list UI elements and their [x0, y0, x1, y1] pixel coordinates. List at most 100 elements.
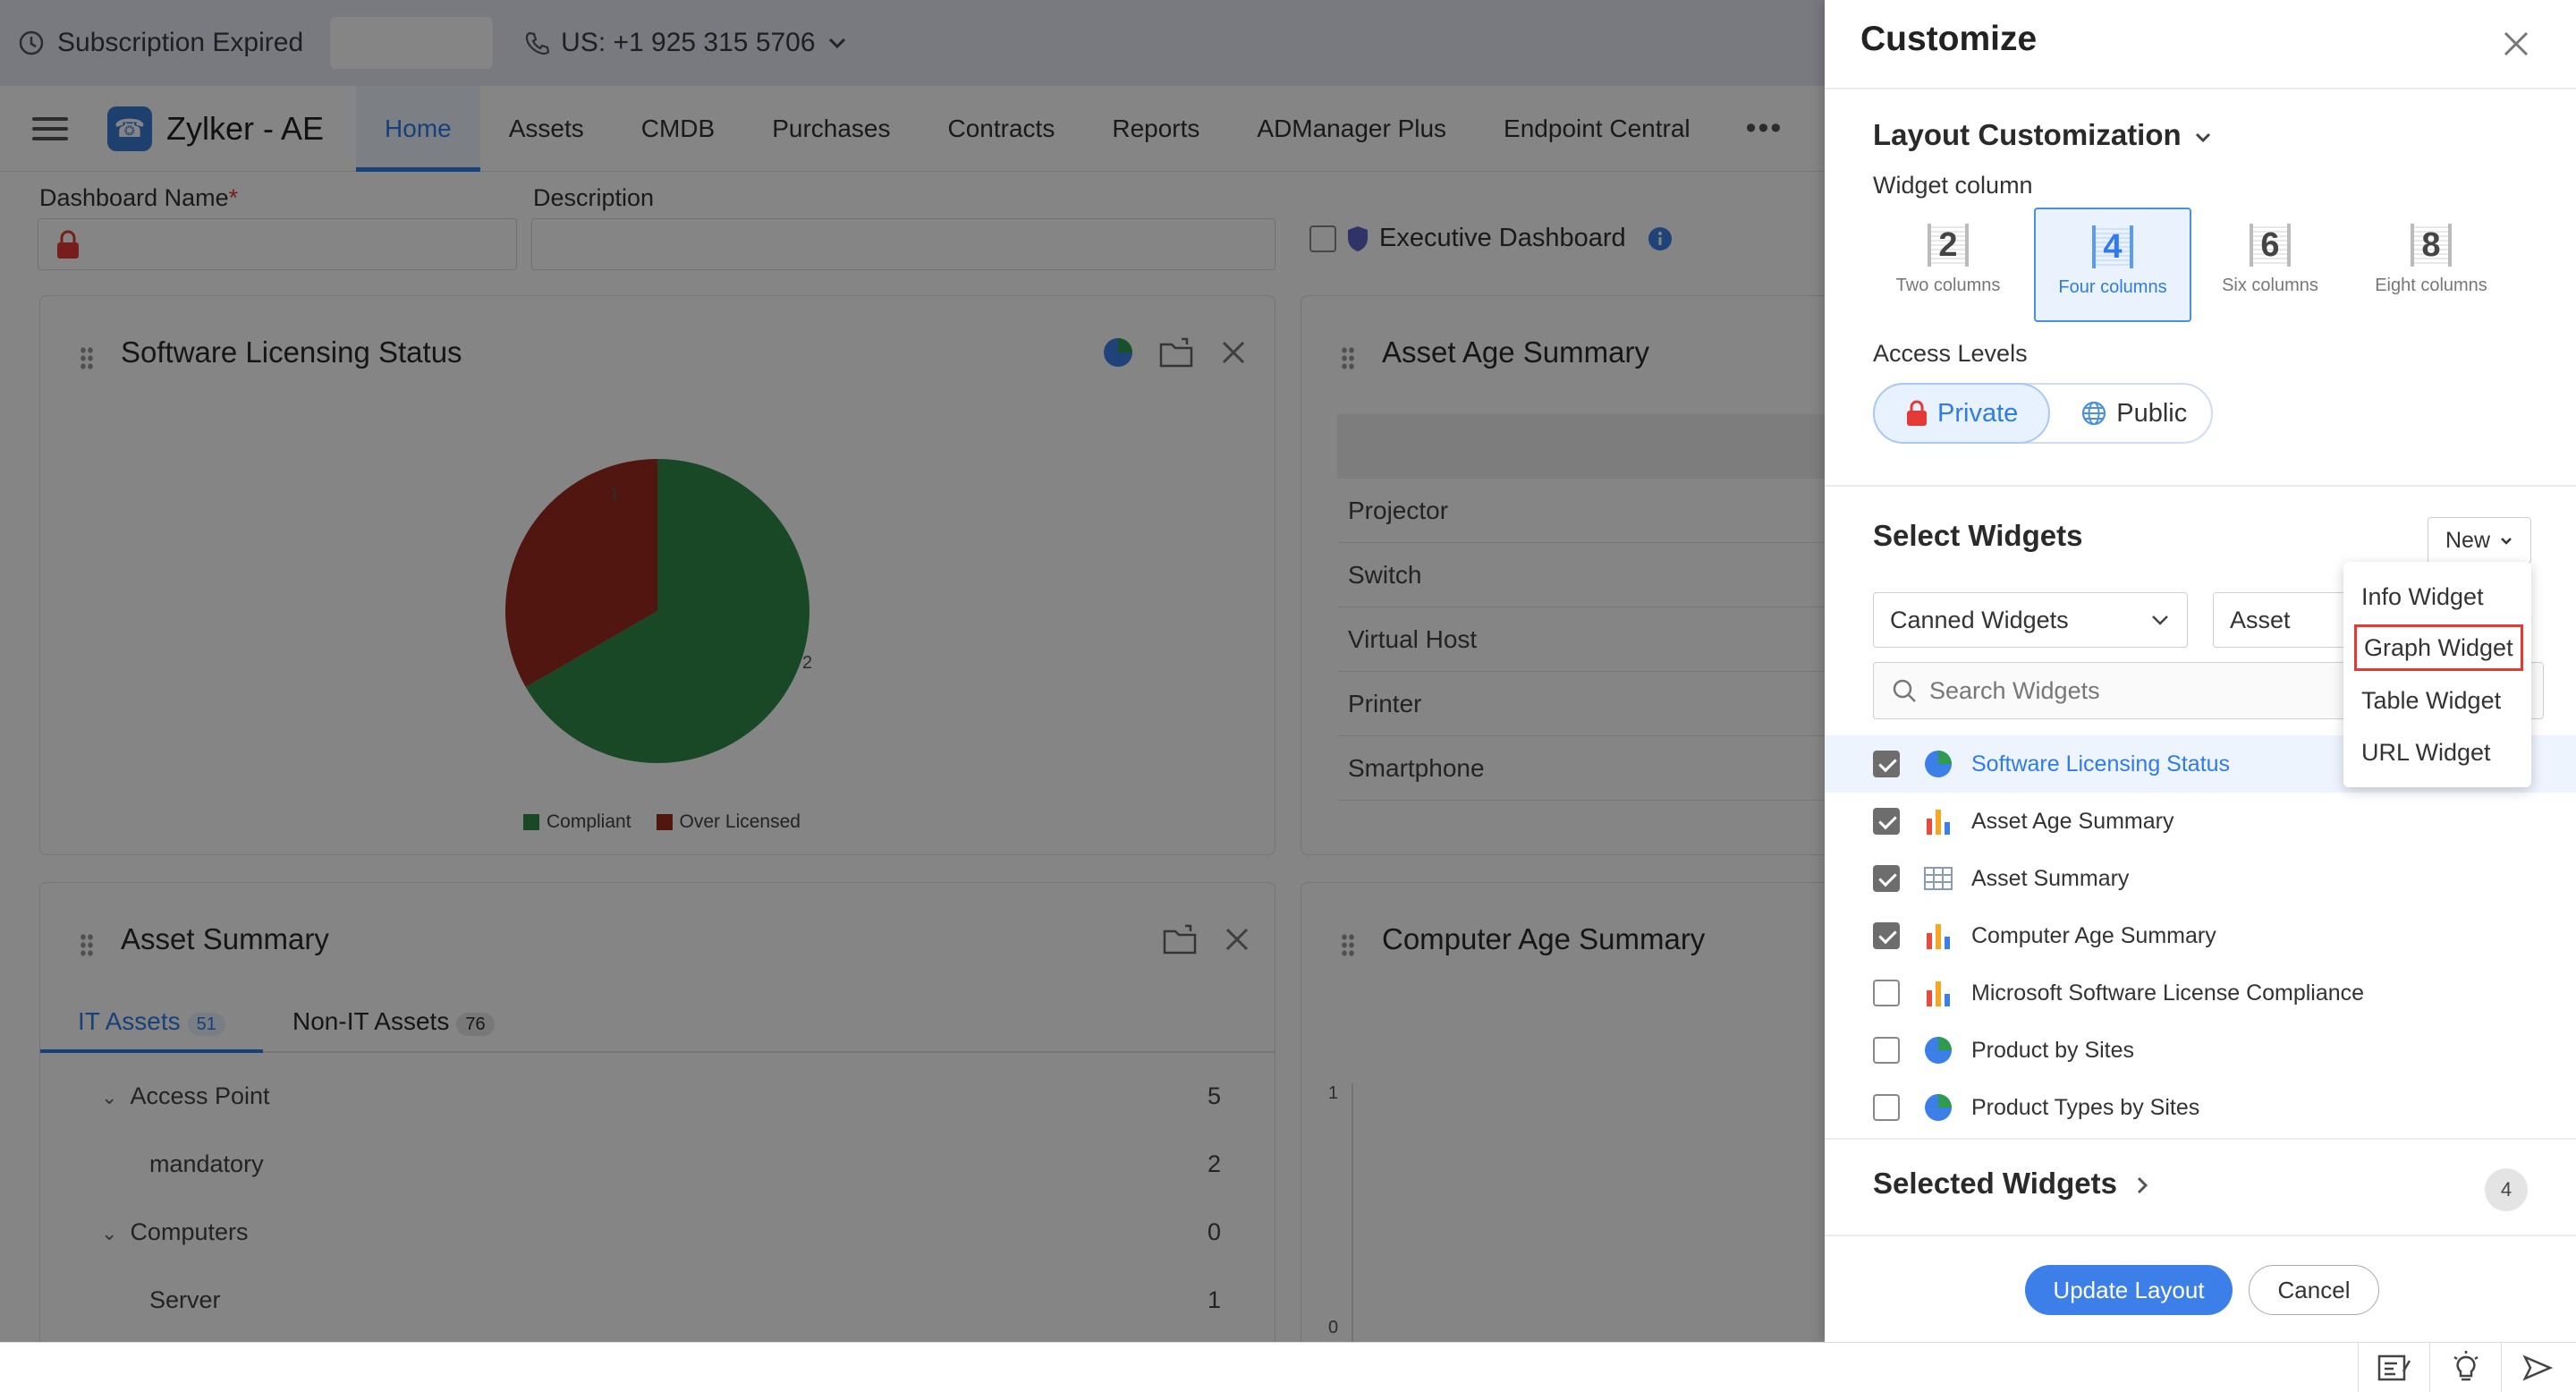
drag-handle-icon[interactable]: [1341, 933, 1355, 956]
legend-swatch-over-licensed: [656, 814, 673, 831]
widget-item-asset-summary[interactable]: Asset Summary: [1825, 850, 2576, 907]
description-label: Description: [533, 184, 655, 211]
subscription-status[interactable]: Subscription Expired: [18, 28, 303, 58]
menu-item-info-widget[interactable]: Info Widget: [2361, 583, 2484, 610]
widget-item-asset-age[interactable]: Asset Age Summary: [1825, 793, 2576, 850]
description-input[interactable]: [531, 218, 1275, 270]
widget-checkbox[interactable]: [1873, 980, 1900, 1006]
y-tick-label: 0: [1328, 1318, 1339, 1337]
selected-widgets-header[interactable]: Selected Widgets: [1873, 1167, 2152, 1201]
folder-icon[interactable]: [1158, 335, 1196, 369]
access-private-option[interactable]: Private: [1873, 383, 2051, 444]
widget-item-product-by-sites[interactable]: Product by Sites: [1825, 1022, 2576, 1079]
nav-tab-cmdb[interactable]: CMDB: [640, 114, 716, 142]
selected-count-badge: 4: [2485, 1168, 2528, 1211]
divider: [1825, 88, 2576, 89]
table-row: Virtual Host: [1337, 607, 1910, 672]
tree-row[interactable]: ⌄ Access Point 5: [101, 1082, 1221, 1109]
notes-icon[interactable]: [2358, 1343, 2429, 1392]
legend-item-compliant[interactable]: Compliant: [523, 811, 631, 833]
upgrade-placeholder[interactable]: [330, 17, 494, 69]
column-count: 6: [2250, 224, 2291, 267]
widget-type-select[interactable]: Canned Widgets: [1873, 592, 2188, 648]
close-icon[interactable]: [1219, 338, 1248, 367]
close-icon[interactable]: [1223, 925, 1251, 954]
nav-tab-reports[interactable]: Reports: [1112, 114, 1200, 142]
column-option-two[interactable]: 2 Two columns: [1869, 208, 2027, 322]
nav-tab-assets[interactable]: Assets: [508, 114, 584, 142]
info-icon[interactable]: [1648, 226, 1673, 251]
nav-tab-endpoint[interactable]: Endpoint Central: [1504, 114, 1690, 142]
modal-overlay[interactable]: [0, 0, 1825, 1342]
lightbulb-icon[interactable]: [2429, 1343, 2501, 1392]
menu-item-table-widget[interactable]: Table Widget: [2361, 687, 2502, 714]
widget-checkbox[interactable]: [1873, 922, 1900, 949]
more-tabs-icon[interactable]: •••: [1745, 111, 1784, 145]
new-widget-menu: Info Widget Graph Widget Table Widget UR…: [2343, 562, 2531, 787]
pie-slice-compliant[interactable]: [525, 459, 809, 763]
executive-dashboard-option: Executive Dashboard: [1309, 224, 1673, 253]
drag-handle-icon[interactable]: [1341, 346, 1355, 369]
widget-name: Asset Summary: [1971, 865, 2130, 891]
legend-label-over-licensed: Over Licensed: [679, 811, 801, 832]
top-bar: Subscription Expired US: +1 925 315 5706: [0, 0, 1825, 86]
access-public-option[interactable]: Public: [2050, 385, 2217, 442]
nav-tab-contracts[interactable]: Contracts: [947, 114, 1055, 142]
search-placeholder: Search Widgets: [1929, 676, 2100, 704]
tree-row[interactable]: mandatory 2: [149, 1150, 1221, 1177]
search-icon: [1893, 679, 1916, 702]
widget-item-computer-age[interactable]: Computer Age Summary: [1825, 907, 2576, 964]
layout-customization-header[interactable]: Layout Customization: [1873, 118, 2213, 152]
video-tour-icon[interactable]: [2501, 1343, 2572, 1392]
chevron-down-icon: [2195, 133, 2210, 143]
widget-column-label: Widget column: [1873, 172, 2033, 199]
phone-dropdown[interactable]: US: +1 925 315 5706: [523, 28, 847, 58]
drag-handle-icon[interactable]: [80, 346, 94, 369]
cancel-button[interactable]: Cancel: [2249, 1265, 2379, 1315]
widget-checkbox[interactable]: [1873, 751, 1900, 777]
close-icon[interactable]: [2501, 29, 2531, 59]
dashboard-name-input[interactable]: [38, 218, 517, 270]
column-option-four[interactable]: 4 Four columns: [2034, 208, 2191, 322]
widget-item-ms-license[interactable]: Microsoft Software License Compliance: [1825, 964, 2576, 1022]
column-label: Six columns: [2222, 276, 2318, 295]
asset-tabs: IT Assets 51 Non-IT Assets 76: [40, 990, 1275, 1053]
panel-title: Customize: [1860, 20, 2038, 58]
hamburger-menu-icon[interactable]: [32, 116, 68, 140]
dashboard-name-label: Dashboard Name*: [39, 184, 239, 211]
widget-checkbox[interactable]: [1873, 1037, 1900, 1064]
main-nav: ☎ Zylker - AE Home Assets CMDB Purchases…: [0, 85, 1825, 172]
drag-handle-icon[interactable]: [80, 933, 94, 956]
nav-tab-admanager[interactable]: ADManager Plus: [1257, 114, 1447, 142]
tree-row[interactable]: Server 1: [149, 1286, 1221, 1313]
access-levels-label: Access Levels: [1873, 340, 2028, 367]
column-option-eight[interactable]: 8 Eight columns: [2352, 208, 2510, 322]
pie-slice-over-licensed[interactable]: [505, 459, 657, 687]
new-widget-button[interactable]: New: [2428, 517, 2531, 564]
executive-dashboard-label: Executive Dashboard: [1379, 224, 1626, 252]
widget-tools: [1101, 335, 1248, 369]
tab-it-assets[interactable]: IT Assets 51: [40, 990, 263, 1053]
tab-non-it-assets[interactable]: Non-IT Assets 76: [292, 990, 495, 1053]
divider: [1825, 1235, 2576, 1236]
divider: [1825, 1138, 2576, 1140]
pie-chart-icon[interactable]: [1101, 335, 1135, 369]
legend-item-over-licensed[interactable]: Over Licensed: [656, 811, 801, 833]
column-option-six[interactable]: 6 Six columns: [2191, 208, 2349, 322]
nav-tab-purchases[interactable]: Purchases: [772, 114, 891, 142]
legend-swatch-compliant: [523, 814, 539, 831]
nav-tab-home[interactable]: Home: [356, 85, 480, 172]
update-layout-button[interactable]: Update Layout: [2025, 1265, 2233, 1315]
executive-dashboard-checkbox[interactable]: [1309, 225, 1336, 252]
widget-checkbox[interactable]: [1873, 865, 1900, 892]
menu-item-graph-widget[interactable]: Graph Widget: [2354, 624, 2523, 671]
folder-icon[interactable]: [1162, 922, 1199, 956]
widget-item-product-types[interactable]: Product Types by Sites: [1825, 1079, 2576, 1129]
column-count: 2: [1928, 224, 1969, 267]
widget-checkbox[interactable]: [1873, 808, 1900, 835]
widget-list: Software Licensing Status Asset Age Summ…: [1825, 735, 2576, 1129]
widget-checkbox[interactable]: [1873, 1094, 1900, 1121]
menu-item-url-widget[interactable]: URL Widget: [2361, 739, 2491, 766]
divider: [1825, 485, 2576, 487]
tree-row[interactable]: ⌄ Computers 0: [101, 1218, 1221, 1245]
